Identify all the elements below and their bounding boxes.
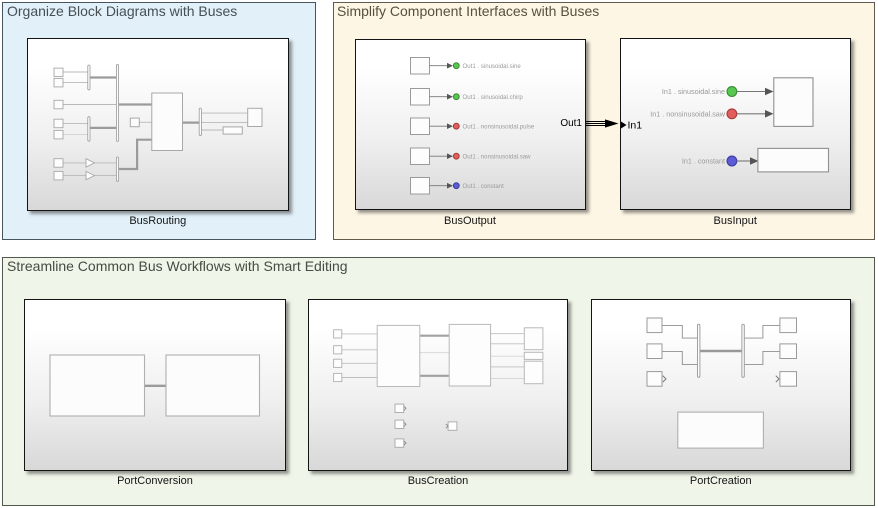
svg-text:Out1 . nonsinusoidal.saw: Out1 . nonsinusoidal.saw xyxy=(462,153,531,160)
svg-text:In1 . sinusoidal.sine: In1 . sinusoidal.sine xyxy=(662,87,725,96)
svg-text:Out1 . sinusoidal.sine: Out1 . sinusoidal.sine xyxy=(462,63,521,70)
svg-text:In1 . constant: In1 . constant xyxy=(682,157,725,166)
svg-text:In1 . nonsinusoidal.saw: In1 . nonsinusoidal.saw xyxy=(650,109,726,118)
svg-text:Out1 . sinusoidal.chirp: Out1 . sinusoidal.chirp xyxy=(462,94,523,101)
svg-text:Out1 . nonsinusoidal.pulse: Out1 . nonsinusoidal.pulse xyxy=(462,123,534,130)
svg-text:In1: In1 xyxy=(628,120,643,132)
svg-text:Out1 . constant: Out1 . constant xyxy=(462,183,504,190)
